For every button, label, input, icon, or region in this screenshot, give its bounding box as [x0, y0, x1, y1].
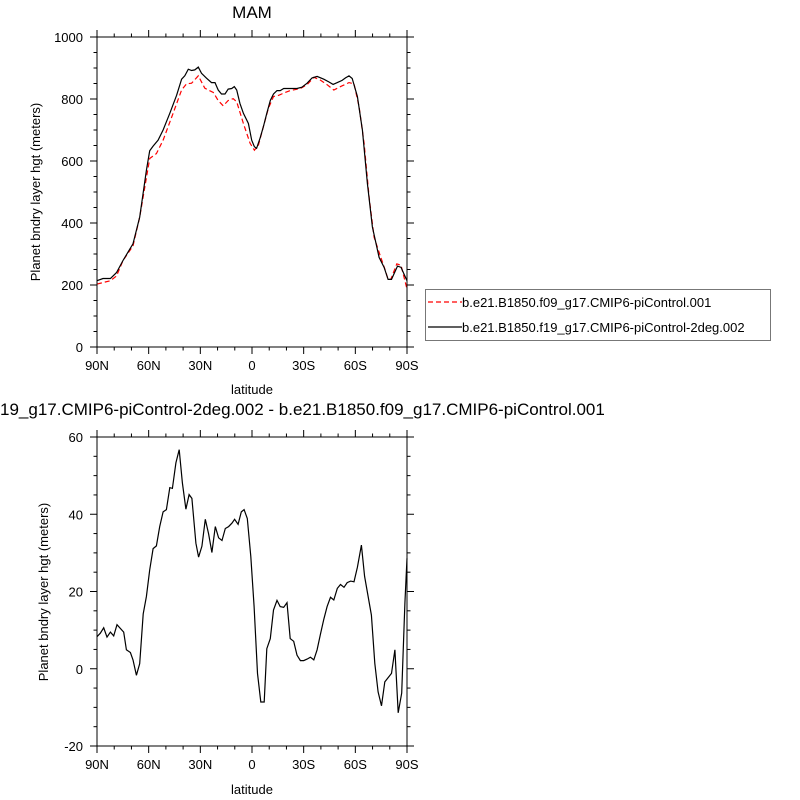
x-tick-label: 90N — [85, 757, 109, 772]
x-tick-label: 90S — [395, 757, 418, 772]
x-tick-label: 60S — [344, 757, 367, 772]
x-tick-label: 30N — [188, 358, 212, 373]
plot-frame — [96, 436, 408, 747]
y-tick-label: 600 — [61, 154, 83, 169]
y-tick-label: 200 — [61, 278, 83, 293]
legend-box — [425, 289, 771, 341]
y-tick-label: 60 — [69, 430, 83, 445]
series-line-f09 — [96, 74, 408, 290]
x-tick-label: 0 — [248, 757, 255, 772]
top-ylabel: Planet bndry layer hgt (meters) — [28, 103, 43, 281]
series-line-f19 — [96, 66, 408, 282]
legend-label-f19: b.e21.B1850.f19_g17.CMIP6-piControl-2deg… — [462, 320, 745, 335]
x-tick-label: 0 — [248, 358, 255, 373]
y-tick-label: 0 — [76, 662, 83, 677]
x-tick-label: 90S — [395, 358, 418, 373]
x-tick-label: 60N — [137, 757, 161, 772]
y-tick-label: -20 — [64, 739, 83, 754]
bottom-title: 19_g17.CMIP6-piControl-2deg.002 - b.e21.… — [0, 400, 605, 419]
top-title: MAM — [232, 3, 272, 22]
y-tick-label: 800 — [61, 92, 83, 107]
x-tick-label: 30N — [188, 757, 212, 772]
y-tick-label: 20 — [69, 585, 83, 600]
bottom-xlabel: latitude — [231, 782, 273, 797]
legend-label-f09: b.e21.B1850.f09_g17.CMIP6-piControl.001 — [462, 295, 711, 310]
series-line-diff — [96, 449, 408, 713]
top-xlabel: latitude — [231, 382, 273, 397]
bottom-panel: 19_g17.CMIP6-piControl-2deg.002 - b.e21.… — [0, 400, 605, 797]
x-tick-label: 30S — [292, 757, 315, 772]
top-panel: MAM latitude Planet bndry layer hgt (met… — [28, 3, 419, 397]
x-tick-label: 60N — [137, 358, 161, 373]
bottom-ylabel: Planet bndry layer hgt (meters) — [36, 503, 51, 681]
legend: b.e21.B1850.f09_g17.CMIP6-piControl.001 … — [425, 289, 771, 341]
x-tick-label: 90N — [85, 358, 109, 373]
x-tick-label: 30S — [292, 358, 315, 373]
y-tick-label: 40 — [69, 507, 83, 522]
y-tick-label: 400 — [61, 216, 83, 231]
y-tick-label: 0 — [76, 340, 83, 355]
y-tick-label: 1000 — [54, 30, 83, 45]
x-tick-label: 60S — [344, 358, 367, 373]
